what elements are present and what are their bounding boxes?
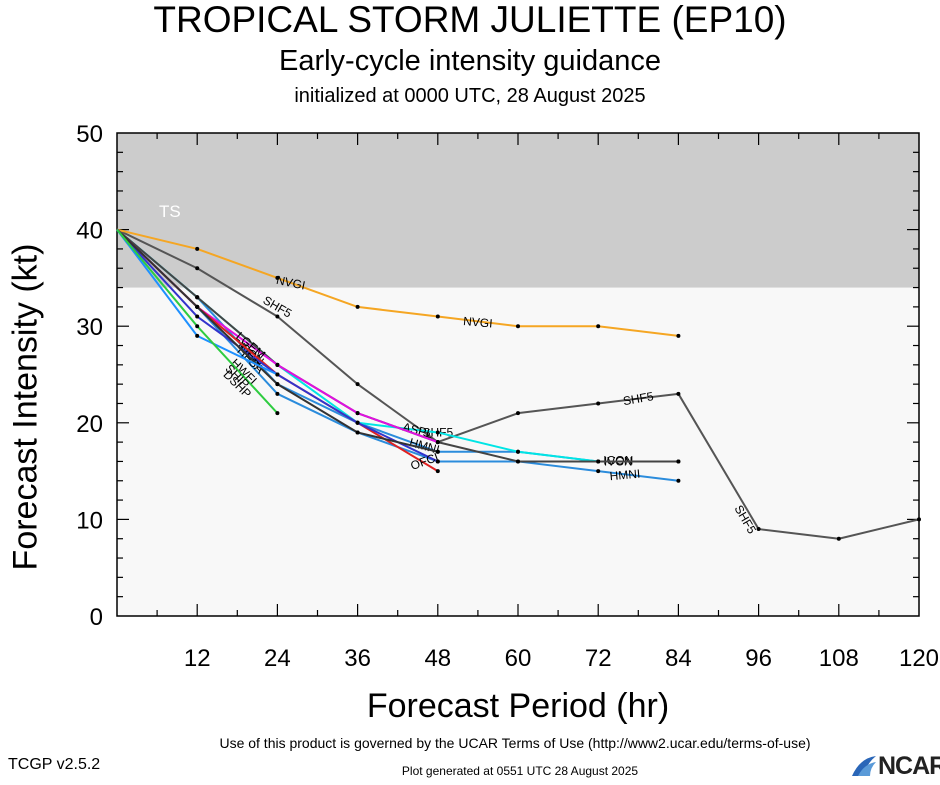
data-point-dshp xyxy=(435,469,440,474)
x-tick-label: 108 xyxy=(819,645,859,672)
data-point-ofci xyxy=(355,430,360,435)
data-point-shf5 xyxy=(516,411,520,416)
series-label-nvgi: NVGI xyxy=(275,273,307,293)
x-tick-label: 84 xyxy=(665,645,692,672)
data-point-nvgi xyxy=(596,324,601,329)
data-point-hwfi xyxy=(195,333,200,338)
y-tick-label: 40 xyxy=(76,218,103,245)
x-tick-label: 24 xyxy=(264,645,291,672)
data-point-nvgi xyxy=(676,333,681,338)
ncar-logo-icon xyxy=(852,756,876,776)
y-tick-label: 50 xyxy=(76,121,103,148)
series-label-nvgi: NVGI xyxy=(463,314,493,331)
band-label-ts: TS xyxy=(159,202,181,221)
data-point-nvgi xyxy=(516,324,520,329)
series-label-shf5: SHF5 xyxy=(622,389,655,408)
initialization-line: initialized at 0000 UTC, 28 August 2025 xyxy=(294,85,646,107)
series-label-hmni: HMNI xyxy=(609,467,641,484)
data-point-aspl xyxy=(516,459,520,464)
x-tick-label: 60 xyxy=(505,645,532,672)
x-tick-label: 96 xyxy=(745,645,772,672)
chart-subtitle: Early-cycle intensity guidance xyxy=(278,45,661,77)
data-point-shf5 xyxy=(275,314,280,319)
ncar-logo-text: NCAR xyxy=(878,752,940,780)
data-point-shf5 xyxy=(355,382,360,387)
x-tick-label: 48 xyxy=(424,645,451,672)
band-ts xyxy=(117,133,919,288)
data-point-nvgi xyxy=(275,275,280,280)
data-point-ofci xyxy=(275,382,280,387)
data-point-ship xyxy=(275,411,280,416)
data-point-shf5 xyxy=(195,266,200,271)
x-tick-label: 120 xyxy=(899,645,939,672)
x-tick-label: 36 xyxy=(344,645,371,672)
data-point-hmni xyxy=(596,469,601,474)
data-point-aspl xyxy=(676,459,681,464)
data-point-shf5 xyxy=(676,391,681,396)
data-point-lgem xyxy=(275,362,280,367)
data-point-aspl xyxy=(596,459,601,464)
data-point-hwfi xyxy=(275,372,280,377)
y-tick-label: 30 xyxy=(76,314,103,341)
data-point-shf5 xyxy=(836,536,841,541)
data-point-hfsa xyxy=(195,314,200,319)
y-tick-label: 20 xyxy=(76,411,103,438)
data-point-lgem xyxy=(355,411,360,416)
data-point-aspl xyxy=(195,295,200,300)
x-tick-label: 12 xyxy=(184,645,211,672)
data-point-ofci xyxy=(435,449,440,454)
y-tick-label: 10 xyxy=(76,507,103,534)
data-point-lgem xyxy=(435,440,440,445)
y-tick-label: 0 xyxy=(90,604,103,631)
data-point-nvgi xyxy=(435,314,440,319)
data-point-hfsa xyxy=(435,459,440,464)
y-axis-label: Forecast Intensity (kt) xyxy=(6,243,45,571)
data-point-shf5 xyxy=(917,517,921,522)
plot-generated-note: Plot generated at 0551 UTC 28 August 202… xyxy=(401,764,639,778)
version-label: TCGP v2.5.2 xyxy=(8,756,101,773)
data-point-shf5 xyxy=(756,527,761,532)
x-axis-label: Forecast Period (hr) xyxy=(366,687,670,725)
ncar-logo: NCAR xyxy=(850,752,940,780)
data-point-hmni xyxy=(275,391,280,396)
data-point-nvgi xyxy=(195,246,200,251)
data-point-hfsa xyxy=(355,420,360,425)
data-point-ofci xyxy=(195,304,200,309)
x-tick-label: 72 xyxy=(585,645,612,672)
data-point-hmni xyxy=(676,478,681,483)
terms-of-use-note: Use of this product is governed by the U… xyxy=(219,735,811,751)
data-point-shf5 xyxy=(596,401,601,406)
series-line-nvgi xyxy=(116,228,679,337)
data-point-nvgi xyxy=(355,304,360,309)
data-point-icon xyxy=(435,430,440,435)
data-point-icon xyxy=(516,449,520,454)
data-point-ship xyxy=(195,324,200,329)
chart-title: TROPICAL STORM JULIETTE (EP10) xyxy=(153,0,787,40)
